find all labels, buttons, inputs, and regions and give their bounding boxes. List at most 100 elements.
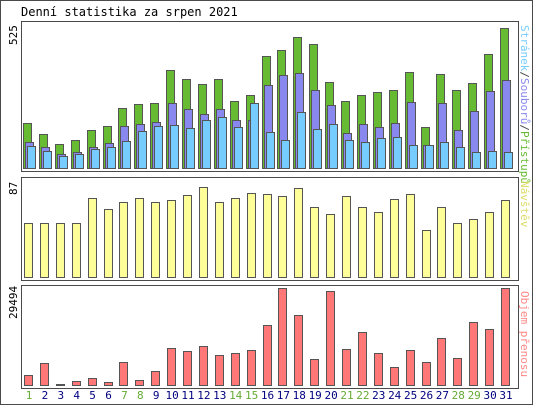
bar-objem-18 <box>294 314 304 386</box>
bar-stranek-23 <box>376 138 386 169</box>
bar-stranek-9 <box>154 126 164 169</box>
bar-objem-30 <box>485 329 495 386</box>
bar-navstev-23 <box>373 212 383 278</box>
day-label-2: 2 <box>41 389 49 402</box>
label-pristupu: Přístupů <box>518 130 531 184</box>
bar-stranek-3 <box>58 156 68 169</box>
bar-navstev-31 <box>501 199 510 278</box>
day-label-1: 1 <box>25 389 33 402</box>
bar-objem-9 <box>151 371 161 386</box>
day-label-3: 3 <box>57 389 65 402</box>
bar-stranek-19 <box>313 128 323 169</box>
day-label-5: 5 <box>89 389 96 402</box>
bar-objem-25 <box>405 350 415 386</box>
bar-objem-6 <box>103 381 113 386</box>
day-label-18: 18 <box>292 389 306 402</box>
day-label-27: 27 <box>435 389 450 402</box>
bar-stranek-30 <box>488 151 498 169</box>
day-label-28: 28 <box>451 389 465 402</box>
bar-navstev-14 <box>230 197 240 278</box>
day-label-19: 19 <box>308 389 322 402</box>
bar-objem-13 <box>214 354 224 386</box>
day-label-7: 7 <box>121 389 128 402</box>
day-label-4: 4 <box>73 389 80 402</box>
bar-stranek-31 <box>504 152 513 169</box>
bar-navstev-28 <box>453 222 463 278</box>
day-label-8: 8 <box>136 389 144 402</box>
bar-objem-22 <box>357 331 367 386</box>
bar-navstev-27 <box>437 206 447 278</box>
bar-objem-28 <box>453 357 463 386</box>
bar-stranek-25 <box>408 144 418 169</box>
bar-navstev-19 <box>310 206 320 278</box>
bar-objem-7 <box>119 361 129 386</box>
bar-stranek-17 <box>281 139 291 169</box>
day-label-14: 14 <box>229 389 243 402</box>
bar-stranek-26 <box>424 144 434 169</box>
bar-navstev-30 <box>485 212 495 278</box>
day-label-22: 22 <box>356 389 370 402</box>
bar-objem-15 <box>246 350 256 386</box>
label-souboru: Souborů <box>518 77 531 125</box>
bar-objem-26 <box>421 361 431 386</box>
day-label-29: 29 <box>467 389 481 402</box>
bar-navstev-6 <box>103 209 113 278</box>
bar-objem-8 <box>135 379 145 386</box>
bar-objem-20 <box>326 291 336 386</box>
bar-navstev-21 <box>342 196 351 278</box>
bar-stranek-27 <box>440 142 450 169</box>
bar-navstev-13 <box>214 202 224 278</box>
ymax-hits: 525 <box>7 25 20 45</box>
bar-navstev-22 <box>357 206 367 278</box>
bar-stranek-12 <box>201 119 211 169</box>
day-label-16: 16 <box>260 389 275 402</box>
bar-navstev-1 <box>24 222 33 278</box>
chart-title: Denní statistika za srpen 2021 <box>21 5 238 19</box>
bar-navstev-10 <box>167 199 177 278</box>
bar-navstev-8 <box>135 197 145 278</box>
bar-objem-10 <box>167 348 177 386</box>
bar-navstev-12 <box>198 187 208 278</box>
bar-stranek-28 <box>456 147 466 169</box>
bar-objem-29 <box>469 322 479 386</box>
bar-navstev-9 <box>151 202 161 278</box>
day-label-10: 10 <box>165 389 179 402</box>
bar-stranek-2 <box>42 151 52 169</box>
bar-navstev-11 <box>183 195 192 278</box>
bar-objem-5 <box>87 377 97 386</box>
bar-navstev-20 <box>326 213 336 278</box>
bar-objem-19 <box>310 358 320 386</box>
bar-objem-27 <box>437 338 447 386</box>
bar-navstev-25 <box>405 194 415 278</box>
label-sep-2: / <box>518 124 531 131</box>
bar-navstev-18 <box>294 188 304 278</box>
bar-stranek-14 <box>233 126 243 169</box>
series-label-hits: Stránek/Souborů/Přístupů <box>518 25 531 184</box>
bar-objem-23 <box>373 353 383 386</box>
bar-stranek-13 <box>217 116 227 169</box>
bar-navstev-7 <box>119 202 129 278</box>
bar-objem-12 <box>198 345 208 386</box>
day-label-31: 31 <box>499 389 513 402</box>
bar-objem-2 <box>39 362 49 386</box>
bar-navstev-17 <box>278 196 288 278</box>
day-label-25: 25 <box>403 389 418 402</box>
bar-navstev-3 <box>55 222 65 278</box>
bar-objem-11 <box>183 351 192 386</box>
label-sep-1: / <box>518 71 531 78</box>
bar-stranek-8 <box>138 131 148 169</box>
ymax-traffic: 29494 <box>7 285 20 319</box>
bar-stranek-22 <box>360 141 370 169</box>
day-label-13: 13 <box>213 389 227 402</box>
bar-stranek-11 <box>186 127 195 169</box>
bar-stranek-7 <box>122 140 132 169</box>
bar-navstev-5 <box>87 197 97 278</box>
day-label-23: 23 <box>372 389 386 402</box>
label-stranek: Stránek <box>518 25 531 72</box>
bar-objem-16 <box>262 325 272 386</box>
bar-stranek-6 <box>106 147 116 169</box>
day-label-11: 11 <box>181 389 195 402</box>
day-label-26: 26 <box>419 389 434 402</box>
day-label-21: 21 <box>340 389 354 402</box>
bar-stranek-21 <box>345 140 354 169</box>
